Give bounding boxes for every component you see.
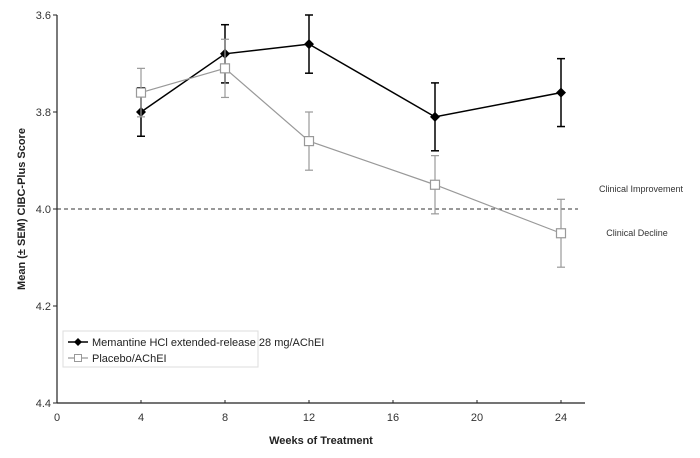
x-tick-label: 24 [555,412,567,424]
legend-label-memantine: Memantine HCl extended-release 28 mg/ACh… [92,337,324,349]
legend-box [62,330,259,368]
x-tick-label: 20 [471,412,483,424]
legend-item-placebo: Placebo/AChEI [68,353,167,365]
y-tick-label: 4.4 [36,398,51,410]
x-tick-label: 8 [222,412,228,424]
annotation-clinical-improvement: Clinical Improvement [599,184,684,194]
data-point-square [135,87,147,98]
series-line [140,43,562,118]
x-tick-label: 4 [138,412,144,424]
data-point-square [303,136,315,147]
y-axis-title: Mean (± SEM) CIBC-Plus Score [16,128,28,290]
series-placebo [135,38,567,268]
y-tick-label: 3.8 [36,107,51,119]
y-tick-label: 4.0 [36,204,51,216]
x-tick-label: 0 [54,412,60,424]
x-tick-label: 16 [387,412,399,424]
data-point-square [429,179,441,190]
legend-item-memantine: Memantine HCl extended-release 28 mg/ACh… [68,337,324,349]
y-tick-label: 3.6 [36,10,51,22]
y-tick-label: 4.2 [36,301,51,313]
x-tick-label: 12 [303,412,315,424]
data-point-diamond [304,39,314,50]
legend: Memantine HCl extended-release 28 mg/ACh… [62,330,324,368]
data-point-square [555,228,567,239]
x-axis-title: Weeks of Treatment [269,435,373,447]
annotation-clinical-decline: Clinical Decline [606,228,668,238]
legend-diamond-icon [74,338,82,346]
data-point-square [219,63,231,74]
data-point-diamond [430,111,440,122]
legend-label-placebo: Placebo/AChEI [92,353,167,365]
series-memantine [136,14,566,152]
data-point-diamond [556,87,566,98]
legend-square-icon [74,354,82,362]
